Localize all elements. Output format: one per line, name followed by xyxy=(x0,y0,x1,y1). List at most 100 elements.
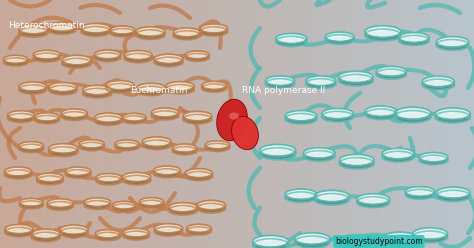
Bar xyxy=(450,0,451,248)
Bar xyxy=(96,0,97,248)
Bar xyxy=(215,0,216,248)
Bar xyxy=(194,0,195,248)
Polygon shape xyxy=(437,187,470,198)
Ellipse shape xyxy=(285,192,316,202)
Bar xyxy=(430,0,431,248)
Bar xyxy=(311,0,312,248)
Polygon shape xyxy=(111,26,135,35)
Ellipse shape xyxy=(143,137,171,146)
Bar xyxy=(81,0,82,248)
Ellipse shape xyxy=(19,28,48,37)
Bar xyxy=(334,0,335,248)
Bar xyxy=(337,0,338,248)
Bar xyxy=(227,0,228,248)
Ellipse shape xyxy=(32,229,60,238)
Ellipse shape xyxy=(201,202,214,205)
Bar xyxy=(410,0,411,248)
Bar xyxy=(26,0,27,248)
Polygon shape xyxy=(82,23,110,34)
Ellipse shape xyxy=(365,106,397,116)
Bar xyxy=(134,0,135,248)
Bar xyxy=(344,0,345,248)
Bar xyxy=(56,0,57,248)
Bar xyxy=(320,0,321,248)
Ellipse shape xyxy=(189,52,200,55)
Bar xyxy=(8,0,9,248)
Ellipse shape xyxy=(399,32,429,42)
Polygon shape xyxy=(125,50,152,60)
Bar xyxy=(206,0,207,248)
Ellipse shape xyxy=(123,113,146,121)
Bar xyxy=(260,0,261,248)
Ellipse shape xyxy=(154,169,180,178)
Ellipse shape xyxy=(9,226,22,229)
Bar xyxy=(437,0,438,248)
Ellipse shape xyxy=(106,80,134,90)
Ellipse shape xyxy=(23,26,36,29)
Ellipse shape xyxy=(290,112,304,116)
Ellipse shape xyxy=(285,110,317,121)
Bar xyxy=(240,0,241,248)
Ellipse shape xyxy=(19,24,48,33)
Polygon shape xyxy=(286,189,316,199)
Bar xyxy=(232,0,233,248)
Bar xyxy=(413,0,414,248)
Bar xyxy=(409,0,410,248)
Ellipse shape xyxy=(410,188,423,192)
Ellipse shape xyxy=(315,190,349,201)
Bar xyxy=(353,0,354,248)
Ellipse shape xyxy=(419,155,447,164)
Ellipse shape xyxy=(155,57,183,66)
Bar xyxy=(200,0,201,248)
Bar xyxy=(444,0,445,248)
Bar xyxy=(193,0,194,248)
Bar xyxy=(267,0,268,248)
Bar xyxy=(225,0,226,248)
Ellipse shape xyxy=(197,200,225,210)
Ellipse shape xyxy=(306,76,336,85)
Polygon shape xyxy=(62,109,87,118)
Bar xyxy=(370,0,371,248)
Bar xyxy=(111,0,112,248)
Bar xyxy=(424,0,425,248)
Bar xyxy=(357,0,358,248)
Bar xyxy=(178,0,179,248)
Bar xyxy=(190,0,191,248)
Ellipse shape xyxy=(35,116,59,124)
Bar xyxy=(219,0,220,248)
Bar xyxy=(77,0,78,248)
Ellipse shape xyxy=(422,79,454,90)
Ellipse shape xyxy=(127,229,138,233)
Bar xyxy=(157,0,158,248)
Ellipse shape xyxy=(83,141,94,144)
Ellipse shape xyxy=(123,172,151,181)
Ellipse shape xyxy=(110,29,135,36)
Bar xyxy=(385,0,386,248)
Bar xyxy=(44,0,45,248)
Bar xyxy=(152,0,153,248)
Bar xyxy=(176,0,177,248)
Bar xyxy=(326,0,327,248)
Ellipse shape xyxy=(173,204,186,207)
Bar xyxy=(114,0,115,248)
Bar xyxy=(121,0,122,248)
Ellipse shape xyxy=(295,236,329,248)
Ellipse shape xyxy=(418,229,434,234)
Ellipse shape xyxy=(115,140,139,148)
Bar xyxy=(57,0,58,248)
Bar xyxy=(307,0,308,248)
Bar xyxy=(252,0,253,248)
Ellipse shape xyxy=(49,86,77,94)
Polygon shape xyxy=(169,203,197,213)
Bar xyxy=(338,0,339,248)
Bar xyxy=(299,0,300,248)
Bar xyxy=(328,0,329,248)
Polygon shape xyxy=(137,27,164,37)
Bar xyxy=(61,0,62,248)
Bar xyxy=(263,0,264,248)
Ellipse shape xyxy=(376,69,406,79)
Bar xyxy=(279,0,280,248)
Bar xyxy=(11,0,12,248)
Bar xyxy=(28,0,29,248)
Bar xyxy=(348,0,349,248)
